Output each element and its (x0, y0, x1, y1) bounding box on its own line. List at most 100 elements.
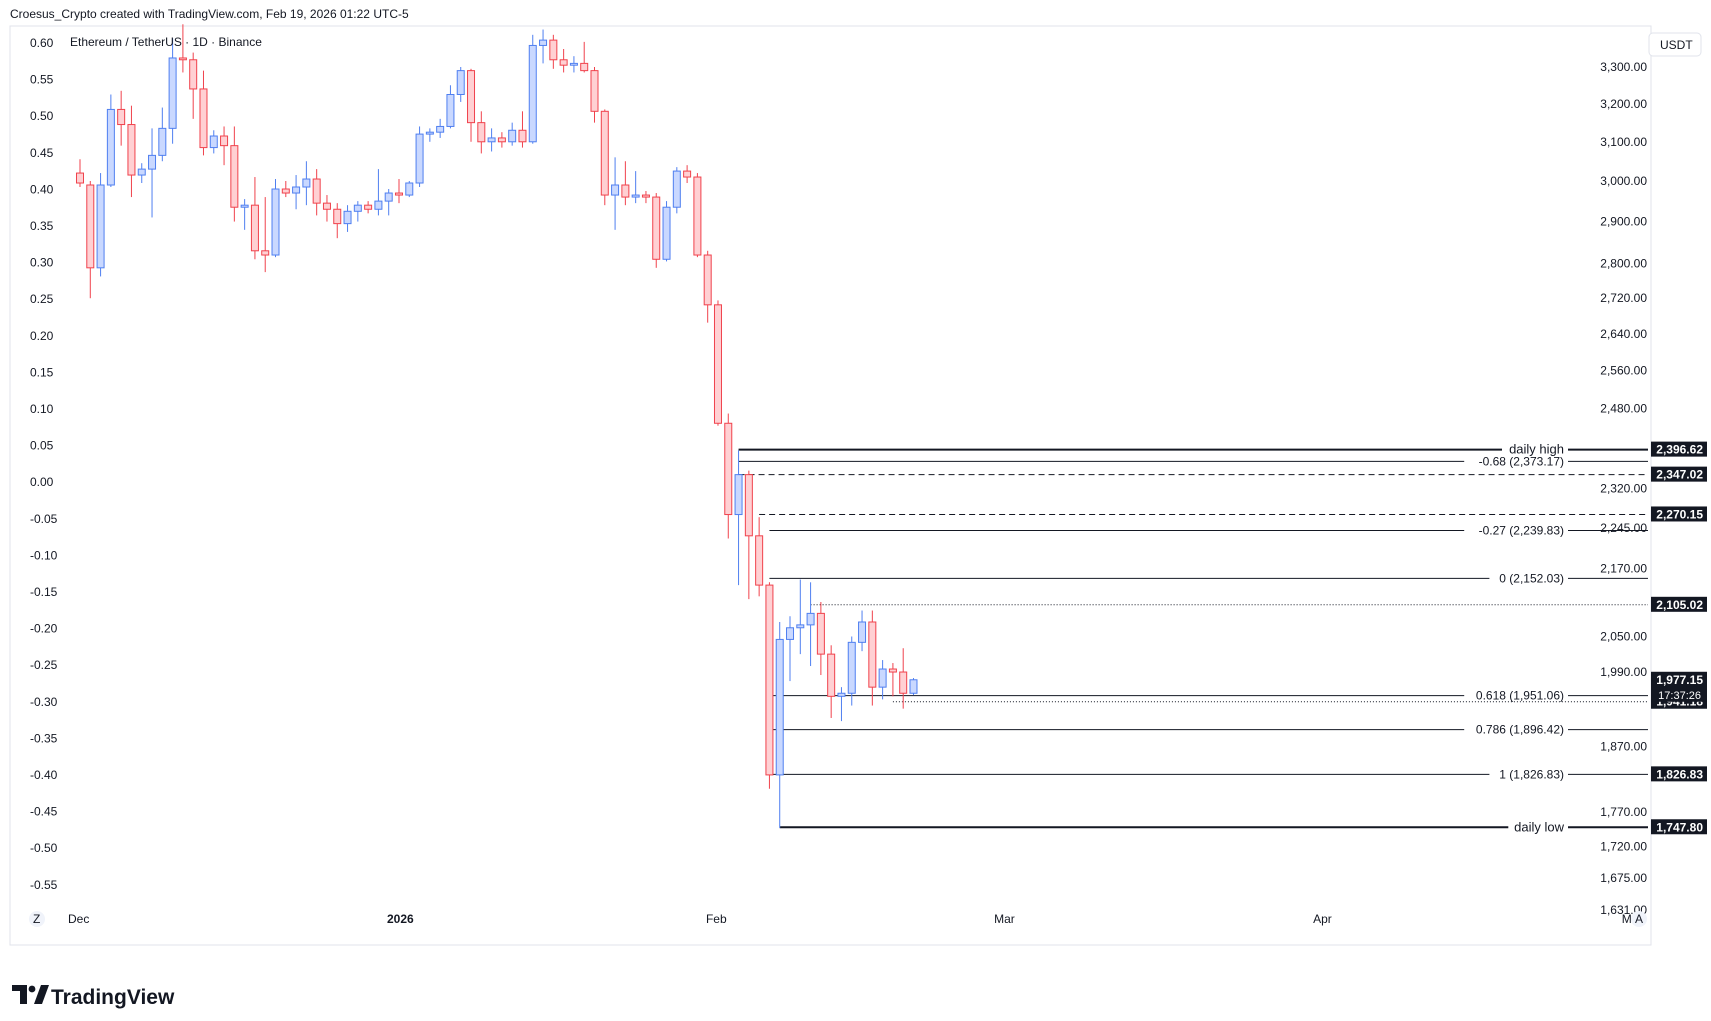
candle[interactable] (220, 126, 229, 166)
candle[interactable] (497, 132, 506, 148)
tradingview-logo[interactable]: TradingView (12, 985, 175, 1009)
level-fib-1[interactable]: 1 (1,826.83) (769, 767, 1648, 781)
candle[interactable] (528, 34, 537, 144)
level-fib-0618[interactable]: 0.618 (1,951.06) (769, 689, 1648, 703)
candle[interactable] (487, 128, 496, 152)
candle[interactable] (631, 171, 640, 204)
candle[interactable] (384, 189, 393, 216)
level-daily-low[interactable]: daily low (779, 819, 1648, 834)
candles[interactable] (76, 24, 918, 828)
candle[interactable] (621, 161, 630, 206)
candle[interactable] (148, 128, 157, 218)
candle[interactable] (158, 107, 167, 162)
candle[interactable] (436, 118, 445, 138)
level-fib-neg027[interactable]: -0.27 (2,239.83) (769, 524, 1648, 538)
candle[interactable] (374, 169, 383, 216)
candle[interactable] (755, 517, 764, 597)
candle[interactable] (446, 85, 455, 129)
candle[interactable] (652, 193, 661, 268)
candle[interactable] (322, 195, 331, 222)
candle[interactable] (312, 169, 321, 216)
candle[interactable] (364, 201, 373, 214)
candle[interactable] (837, 687, 846, 722)
candle[interactable] (230, 126, 239, 222)
right-axis[interactable]: 3,300.00 3,200.00 3,100.00 3,000.00 2,900.00… (1600, 60, 1647, 917)
level-daily-high[interactable]: daily high (738, 442, 1648, 457)
candle[interactable] (508, 122, 517, 146)
candle[interactable] (96, 173, 105, 277)
candle[interactable] (549, 34, 558, 69)
level-fib-0[interactable]: 0 (2,152.03) (769, 571, 1648, 585)
candle[interactable] (353, 201, 362, 222)
candle[interactable] (117, 90, 126, 146)
candle[interactable] (909, 678, 918, 696)
candle[interactable] (816, 601, 825, 676)
candle[interactable] (137, 163, 146, 184)
candle[interactable] (827, 645, 836, 718)
currency-button-box[interactable] (1648, 32, 1702, 57)
candle[interactable] (672, 167, 681, 214)
candle[interactable] (199, 70, 208, 156)
level-fib-0786[interactable]: 0.786 (1,896.42) (769, 723, 1648, 737)
auto-scale-left-button[interactable]: Z (29, 911, 45, 927)
level-lines[interactable]: daily high-0.68 (2,373.17) -0.27 (2,239.8… (738, 442, 1648, 835)
candle[interactable] (868, 610, 877, 706)
candle[interactable] (662, 201, 671, 262)
candle[interactable] (467, 68, 476, 142)
candle[interactable] (600, 109, 609, 206)
candle[interactable] (250, 177, 259, 260)
candle[interactable] (168, 38, 177, 144)
candle[interactable] (261, 197, 270, 273)
symbol-title[interactable]: Ethereum / TetherUS · 1D · Binance (70, 35, 262, 49)
auto-scale-right-button[interactable]: A (1631, 911, 1647, 927)
candle[interactable] (641, 191, 650, 204)
candle[interactable] (240, 199, 249, 230)
currency-label[interactable]: USDT (1660, 38, 1693, 52)
candle[interactable] (302, 161, 311, 206)
candle[interactable] (878, 660, 887, 700)
candle[interactable] (786, 616, 795, 682)
candle[interactable] (415, 126, 424, 188)
candle[interactable] (713, 300, 722, 426)
candle[interactable] (724, 413, 733, 539)
corner-left-circle[interactable] (29, 911, 45, 927)
candle[interactable] (343, 205, 352, 232)
candle[interactable] (775, 621, 784, 828)
candle[interactable] (765, 582, 774, 789)
candle[interactable] (796, 579, 805, 655)
candle[interactable] (456, 67, 465, 102)
corner-right-circle[interactable] (1631, 911, 1647, 927)
candle[interactable] (425, 128, 434, 142)
candle[interactable] (178, 24, 187, 73)
candle[interactable] (703, 250, 712, 323)
candle[interactable] (539, 29, 548, 64)
candle[interactable] (806, 582, 815, 667)
candle[interactable] (477, 111, 486, 154)
candle[interactable] (569, 56, 578, 73)
candle[interactable] (333, 203, 342, 239)
candle[interactable] (744, 470, 753, 600)
currency-button[interactable]: USDT (1648, 32, 1702, 57)
candle[interactable] (518, 111, 527, 148)
candle[interactable] (106, 94, 115, 188)
candle[interactable] (86, 181, 95, 299)
time-axis[interactable]: Dec2026FebMarAprMayZA (29, 911, 1647, 927)
candle[interactable] (580, 41, 589, 73)
candle[interactable] (76, 159, 84, 188)
candle[interactable] (899, 648, 908, 709)
level-fib-neg068[interactable]: -0.68 (2,373.17) (738, 454, 1648, 468)
candle[interactable] (127, 105, 136, 198)
candle[interactable] (281, 181, 290, 198)
candle[interactable] (683, 165, 692, 184)
candle[interactable] (847, 636, 856, 706)
candle[interactable] (394, 179, 403, 204)
candle[interactable] (858, 610, 867, 652)
candle[interactable] (559, 49, 568, 73)
candle[interactable] (693, 173, 702, 258)
candle[interactable] (271, 179, 280, 258)
candle[interactable] (734, 450, 743, 586)
candle[interactable] (209, 130, 218, 154)
candle[interactable] (888, 663, 897, 697)
candle[interactable] (189, 52, 198, 119)
candle[interactable] (292, 175, 301, 210)
